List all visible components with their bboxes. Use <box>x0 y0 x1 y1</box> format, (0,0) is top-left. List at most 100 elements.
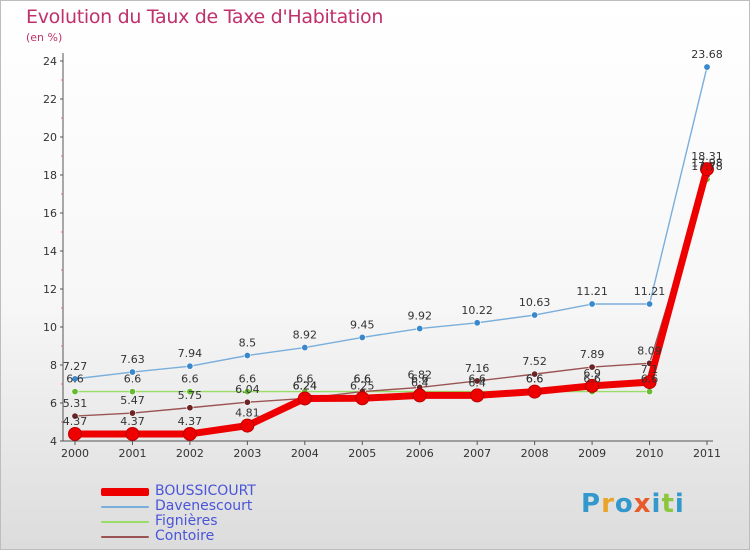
legend-item: Fignières <box>101 514 301 529</box>
legend: BOUSSICOURT Davenescourt Fignières Contoire <box>101 484 301 544</box>
data-label: 4.37 <box>120 415 145 428</box>
y-tick-label: 16 <box>43 207 57 220</box>
y-tick-label: 24 <box>43 55 57 68</box>
data-point <box>412 388 427 403</box>
logo-letter: t <box>661 489 675 519</box>
y-tick-label: 4 <box>50 435 57 448</box>
logo-letter: i <box>651 489 662 519</box>
data-point <box>243 388 251 396</box>
data-label: 8.5 <box>239 337 257 350</box>
x-tick-label: 2009 <box>578 447 606 460</box>
data-label: 23.68 <box>691 48 723 61</box>
x-tick-label: 2010 <box>636 447 664 460</box>
data-point <box>588 300 596 308</box>
data-point <box>182 426 197 441</box>
legend-item: BOUSSICOURT <box>101 484 301 499</box>
y-tick-label: 20 <box>43 131 57 144</box>
y-tick-label: 10 <box>43 321 57 334</box>
data-label: 6.6 <box>66 373 84 386</box>
logo-letter: P <box>581 489 602 519</box>
legend-swatch <box>101 488 149 496</box>
data-label: 4.37 <box>63 415 88 428</box>
data-point <box>358 333 366 341</box>
logo-letter: o <box>614 489 634 519</box>
data-point <box>301 344 309 352</box>
legend-item: Contoire <box>101 529 301 544</box>
y-tick-label: 6 <box>50 397 57 410</box>
data-label: 6.6 <box>526 373 544 386</box>
data-point <box>642 375 657 390</box>
data-point <box>473 319 481 327</box>
data-point <box>703 63 711 71</box>
data-label: 6.6 <box>124 373 142 386</box>
data-point <box>128 409 136 417</box>
data-label: 6.6 <box>296 373 314 386</box>
legend-label: BOUSSICOURT <box>155 483 256 499</box>
data-label: 6.04 <box>235 383 260 396</box>
data-point <box>186 388 194 396</box>
data-label: 17.98 <box>691 156 723 169</box>
data-point <box>128 368 136 376</box>
data-label: 7.27 <box>63 360 88 373</box>
x-tick-label: 2007 <box>463 447 491 460</box>
logo-letter: i <box>674 489 685 519</box>
x-tick-label: 2001 <box>118 447 146 460</box>
data-label: 7.94 <box>178 347 203 360</box>
data-point <box>71 375 79 383</box>
data-label: 6.4 <box>468 376 486 389</box>
x-tick-label: 2004 <box>291 447 319 460</box>
data-label: 11.21 <box>634 285 666 298</box>
x-tick-label: 2003 <box>233 447 261 460</box>
x-tick-label: 2002 <box>176 447 204 460</box>
x-tick-label: 2011 <box>693 447 721 460</box>
data-label: 6.6 <box>411 373 429 386</box>
data-label: 6.25 <box>350 379 375 392</box>
data-point <box>473 377 481 385</box>
legend-swatch <box>101 536 149 538</box>
data-point <box>128 388 136 396</box>
data-label: 6.6 <box>181 373 199 386</box>
data-label: 6.6 <box>641 373 659 386</box>
data-point <box>527 384 542 399</box>
data-point <box>355 391 370 406</box>
series-line-contoire <box>74 174 708 417</box>
data-label: 6.6 <box>468 373 486 386</box>
y-tick-label: 8 <box>50 359 57 372</box>
data-point <box>68 426 82 441</box>
data-label: 6.82 <box>407 368 432 381</box>
data-label: 7.89 <box>580 348 605 361</box>
logo-letter: x <box>633 489 652 519</box>
data-label: 9.92 <box>407 310 432 323</box>
y-tick-label: 14 <box>43 245 57 258</box>
data-label: 17.78 <box>691 160 723 173</box>
data-label: 6.6 <box>583 373 601 386</box>
data-label: 10.22 <box>461 304 493 317</box>
data-label: 7.63 <box>120 353 145 366</box>
legend-label: Davenescourt <box>155 498 253 514</box>
series-line-fignières <box>74 178 708 393</box>
x-tick-label: 2000 <box>61 447 89 460</box>
x-tick-label: 2005 <box>348 447 376 460</box>
data-label: 6.24 <box>293 379 318 392</box>
series-line-boussicourt <box>71 165 711 438</box>
data-label: 4.37 <box>178 415 203 428</box>
data-point <box>700 162 714 177</box>
data-point <box>243 398 251 406</box>
legend-label: Contoire <box>155 528 215 544</box>
data-label: 6.6 <box>354 373 372 386</box>
data-point <box>646 388 654 396</box>
data-label: 5.31 <box>63 397 88 410</box>
legend-swatch <box>101 521 149 523</box>
data-point <box>531 370 539 378</box>
series-line-davenescourt <box>74 66 708 380</box>
data-label: 9.45 <box>350 318 375 331</box>
data-point <box>125 426 140 441</box>
data-point <box>297 391 312 406</box>
legend-item: Davenescourt <box>101 499 301 514</box>
y-unit-label: (en %) <box>26 31 63 44</box>
data-label: 7.1 <box>641 363 659 376</box>
data-label: 8.92 <box>293 329 318 342</box>
data-point <box>71 412 79 420</box>
